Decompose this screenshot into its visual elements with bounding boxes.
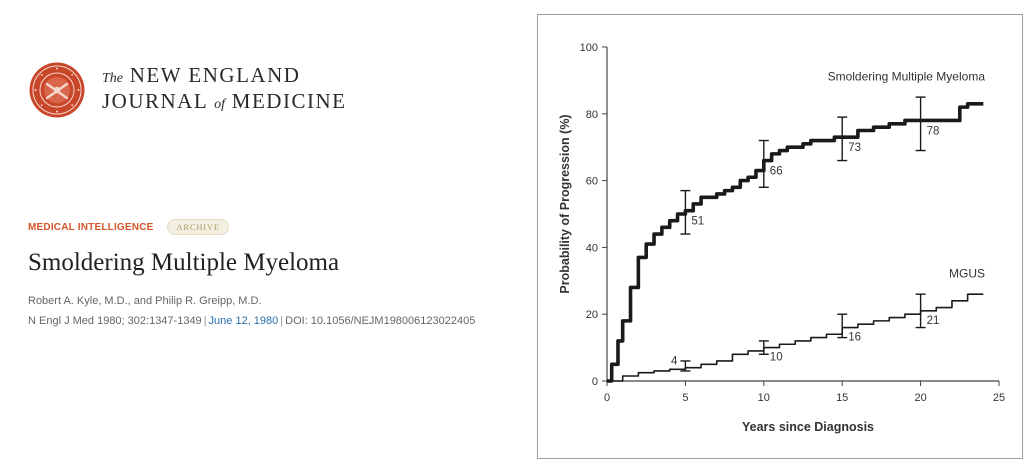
y-tick-label: 0 bbox=[592, 376, 598, 388]
data-label: 66 bbox=[770, 166, 783, 178]
data-label: 73 bbox=[848, 142, 861, 154]
journal-the: The bbox=[102, 71, 123, 86]
y-tick-label: 100 bbox=[580, 42, 598, 54]
journal-masthead[interactable]: The NEW ENGLAND JOURNAL of MEDICINE bbox=[102, 63, 346, 114]
separator: | bbox=[203, 315, 207, 327]
y-tick-label: 20 bbox=[586, 309, 598, 321]
x-tick-label: 25 bbox=[993, 392, 1005, 404]
x-tick-label: 15 bbox=[836, 392, 848, 404]
y-tick-label: 60 bbox=[586, 176, 598, 188]
article-citation-line: N Engl J Med 1980; 302:1347-1349 | June 12… bbox=[28, 315, 475, 327]
data-label: 78 bbox=[927, 125, 940, 137]
x-tick-label: 5 bbox=[682, 392, 688, 404]
data-label: 51 bbox=[691, 216, 704, 228]
publication-date-link[interactable]: June 12, 1980 bbox=[208, 315, 279, 327]
archive-badge: ARCHIVE bbox=[167, 219, 229, 235]
y-axis-title: Probability of Progression (%) bbox=[558, 114, 572, 293]
x-tick-label: 10 bbox=[758, 392, 770, 404]
journal-name-line1: NEW ENGLAND bbox=[129, 63, 301, 87]
x-tick-label: 0 bbox=[604, 392, 610, 404]
progression-chart: 0 20 40 60 80 100 0 5 10 15 20 25 Years since Diagno… bbox=[558, 42, 1005, 434]
x-axis-title: Years since Diagnosis bbox=[742, 420, 874, 434]
legend-label-mgus: MGUS bbox=[949, 266, 985, 280]
data-label: 4 bbox=[671, 356, 678, 368]
section-label[interactable]: MEDICAL INTELLIGENCE bbox=[28, 221, 154, 233]
journal-name-line2a: JOURNAL bbox=[102, 89, 208, 113]
series-line-mgus bbox=[607, 293, 984, 382]
doi-text: DOI: 10.1056/NEJM198006123022405 bbox=[285, 315, 476, 327]
article-authors: Robert A. Kyle, M.D., and Philip R. Grei… bbox=[28, 295, 262, 307]
data-label: 21 bbox=[927, 315, 940, 327]
journal-of: of bbox=[214, 97, 226, 112]
y-tick-label: 80 bbox=[586, 109, 598, 121]
y-tick-label: 40 bbox=[586, 242, 598, 254]
series-line-smm bbox=[607, 101, 984, 383]
legend-label-smm: Smoldering Multiple Myeloma bbox=[828, 69, 986, 83]
article-meta-row: MEDICAL INTELLIGENCE ARCHIVE bbox=[28, 219, 229, 235]
nejm-seal-icon bbox=[29, 62, 85, 118]
separator: | bbox=[280, 315, 284, 327]
citation-text: N Engl J Med 1980; 302:1347-1349 bbox=[28, 315, 202, 327]
data-label: 16 bbox=[848, 332, 861, 344]
article-title: Smoldering Multiple Myeloma bbox=[28, 249, 340, 276]
data-label: 10 bbox=[770, 352, 783, 364]
journal-name-line2b: MEDICINE bbox=[231, 89, 347, 113]
x-tick-label: 20 bbox=[914, 392, 926, 404]
progression-chart-panel: 0 20 40 60 80 100 0 5 10 15 20 25 Years since Diagno… bbox=[537, 14, 1023, 459]
